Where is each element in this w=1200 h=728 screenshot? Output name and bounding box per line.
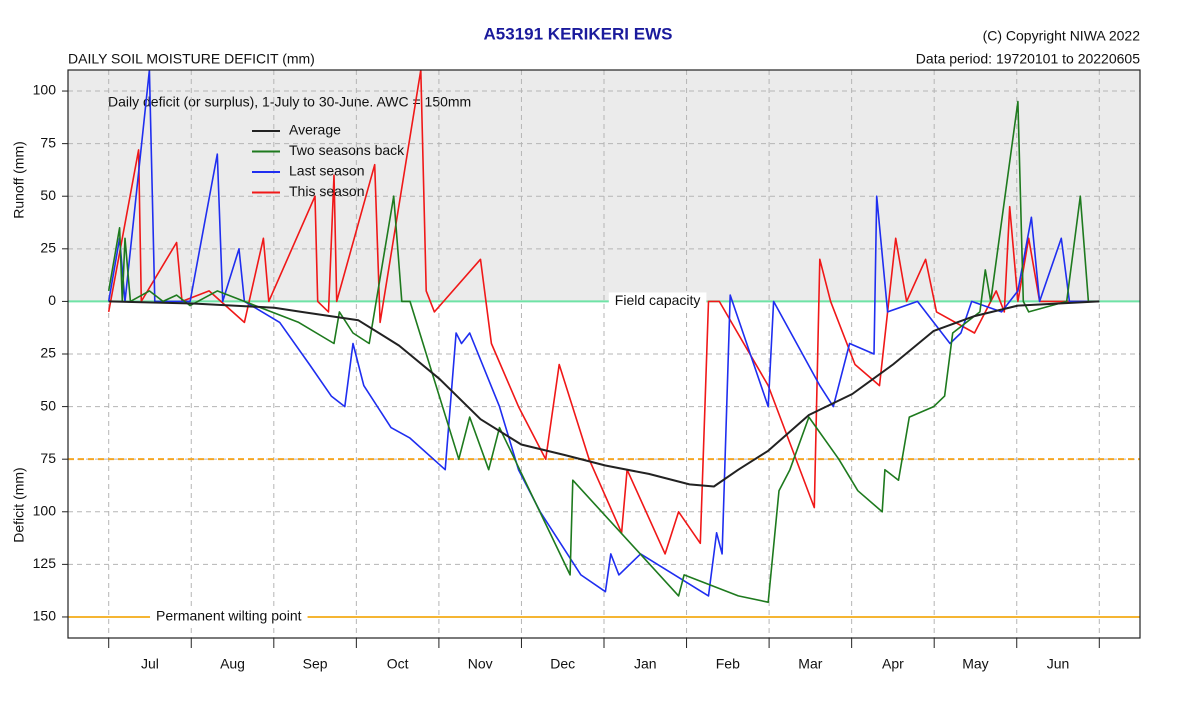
y-label-upper: Runoff (mm) [11, 141, 27, 219]
y-tick-label: 25 [40, 345, 56, 361]
series-line [108, 300, 1100, 488]
reference-label: Permanent wilting point [156, 608, 302, 624]
x-tick-label: Dec [550, 656, 575, 672]
legend-label: Last season [289, 163, 365, 179]
label-background [608, 292, 707, 311]
x-tick-label: Aug [220, 656, 245, 672]
x-tick-label: Nov [468, 656, 493, 672]
y-tick-label: 75 [40, 450, 56, 466]
chart-subtitle: DAILY SOIL MOISTURE DEFICIT (mm) [68, 51, 315, 67]
grid [68, 70, 1140, 638]
y-tick-label: 100 [33, 502, 57, 518]
x-tick-label: Jul [141, 656, 159, 672]
reference-lines: Field capacity Permanent wilting point [68, 292, 1140, 626]
reference-label: Field capacity [615, 292, 701, 308]
y-tick-label: 0 [48, 292, 56, 308]
x-tick-label: Jan [634, 656, 657, 672]
legend-label: This season [289, 183, 364, 199]
legend-label: Two seasons back [289, 142, 405, 158]
y-tick-label: 125 [33, 555, 57, 571]
x-tick-label: Sep [303, 656, 328, 672]
x-tick-label: Jun [1047, 656, 1070, 672]
y-tick-label: 50 [40, 397, 56, 413]
x-tick-label: Feb [716, 656, 740, 672]
label-background [150, 607, 308, 626]
x-tick-label: May [962, 656, 988, 672]
x-tick-label: Oct [387, 656, 409, 672]
chart-title: A53191 KERIKERI EWS [484, 24, 673, 43]
y-tick-label: 100 [33, 82, 57, 98]
x-tick-label: Apr [882, 656, 904, 672]
data-period: Data period: 19720101 to 20220605 [916, 51, 1140, 67]
y-label-lower: Deficit (mm) [11, 467, 27, 542]
y-tick-label: 150 [33, 608, 57, 624]
axes: 100 75 50 25 0 25 50 75 100 125 150 Jul Aug Sep Oct Nov… [33, 82, 1100, 672]
series-line [107, 70, 1100, 555]
y-tick-label: 75 [40, 134, 56, 150]
legend-label: Average [289, 122, 341, 138]
annotation: Daily deficit (or surplus), 1-July to 30… [108, 94, 471, 110]
copyright: (C) Copyright NIWA 2022 [983, 28, 1141, 44]
y-tick-label: 50 [40, 187, 56, 203]
x-tick-label: Mar [798, 656, 822, 672]
series-lines [107, 70, 1100, 603]
y-tick-label: 25 [40, 240, 56, 256]
plot-frame [67, 69, 1141, 639]
series-line [107, 100, 1100, 603]
series-line [107, 70, 1100, 597]
